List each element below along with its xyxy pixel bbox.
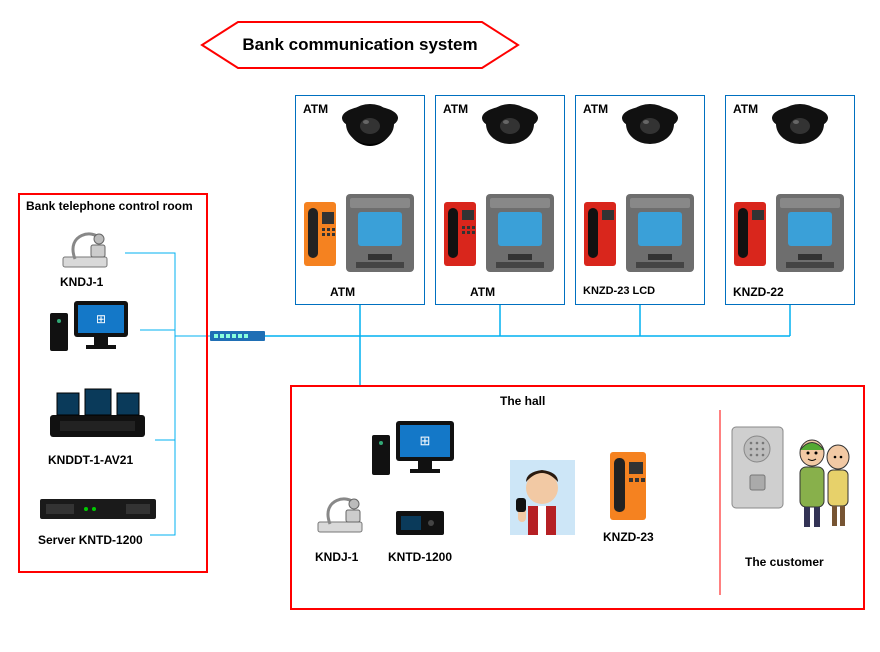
hall-title: The hall xyxy=(500,394,545,408)
atm-4-top-label: ATM xyxy=(733,102,758,116)
dome-camera-icon xyxy=(620,100,680,148)
pc-icon: ⊞ xyxy=(48,295,133,355)
atm-machine-icon xyxy=(484,192,556,274)
svg-text:⊞: ⊞ xyxy=(420,433,431,448)
kntd-box-icon xyxy=(395,510,445,536)
server-icon xyxy=(38,495,158,523)
hall-intercom-label: KNDJ-1 xyxy=(315,550,358,564)
intercom-icon xyxy=(55,223,115,273)
phone-red-icon xyxy=(732,200,768,268)
control-room-title: Bank telephone control room xyxy=(20,195,206,217)
dome-camera-icon xyxy=(770,100,830,148)
atm-2-bottom-label: ATM xyxy=(470,285,495,299)
atm-2-top-label: ATM xyxy=(443,102,468,116)
atm-3-top-label: ATM xyxy=(583,102,608,116)
phone-red-icon xyxy=(442,200,478,268)
console-label: KNDDT-1-AV21 xyxy=(48,453,133,467)
dome-camera-icon xyxy=(340,100,400,148)
diagram-canvas: Bank communication system Bank telephone… xyxy=(0,0,880,652)
console-icon xyxy=(45,385,150,445)
phone-red-icon xyxy=(582,200,618,268)
control-room-box: Bank telephone control room KNDJ-1 ⊞ xyxy=(18,193,208,573)
speaker-panel-icon xyxy=(730,425,785,510)
atm-1-top-label: ATM xyxy=(303,102,328,116)
customer-people-icon xyxy=(792,435,854,530)
atm-machine-icon xyxy=(624,192,696,274)
phone-orange-icon xyxy=(302,200,338,268)
svg-text:⊞: ⊞ xyxy=(96,312,106,326)
title-hexagon: Bank communication system xyxy=(200,20,520,70)
atm-1-bottom-label: ATM xyxy=(330,285,355,299)
network-switch-icon xyxy=(210,329,265,343)
hall-kntd-label: KNTD-1200 xyxy=(388,550,452,564)
pc-icon: ⊞ xyxy=(370,415,460,480)
intercom-label: KNDJ-1 xyxy=(60,275,103,289)
atm-3-bottom-label: KNZD-23 LCD xyxy=(583,285,655,297)
diagram-title: Bank communication system xyxy=(200,20,520,70)
hall-knzd-label: KNZD-23 xyxy=(603,530,654,544)
server-label: Server KNTD-1200 xyxy=(38,533,143,547)
phone-orange-icon xyxy=(608,450,648,522)
customer-label: The customer xyxy=(745,555,824,569)
staff-person-icon xyxy=(510,460,575,535)
intercom-icon xyxy=(310,488,370,538)
atm-machine-icon xyxy=(344,192,416,274)
dome-camera-icon xyxy=(480,100,540,148)
atm-4-bottom-label: KNZD-22 xyxy=(733,285,784,299)
atm-machine-icon xyxy=(774,192,846,274)
